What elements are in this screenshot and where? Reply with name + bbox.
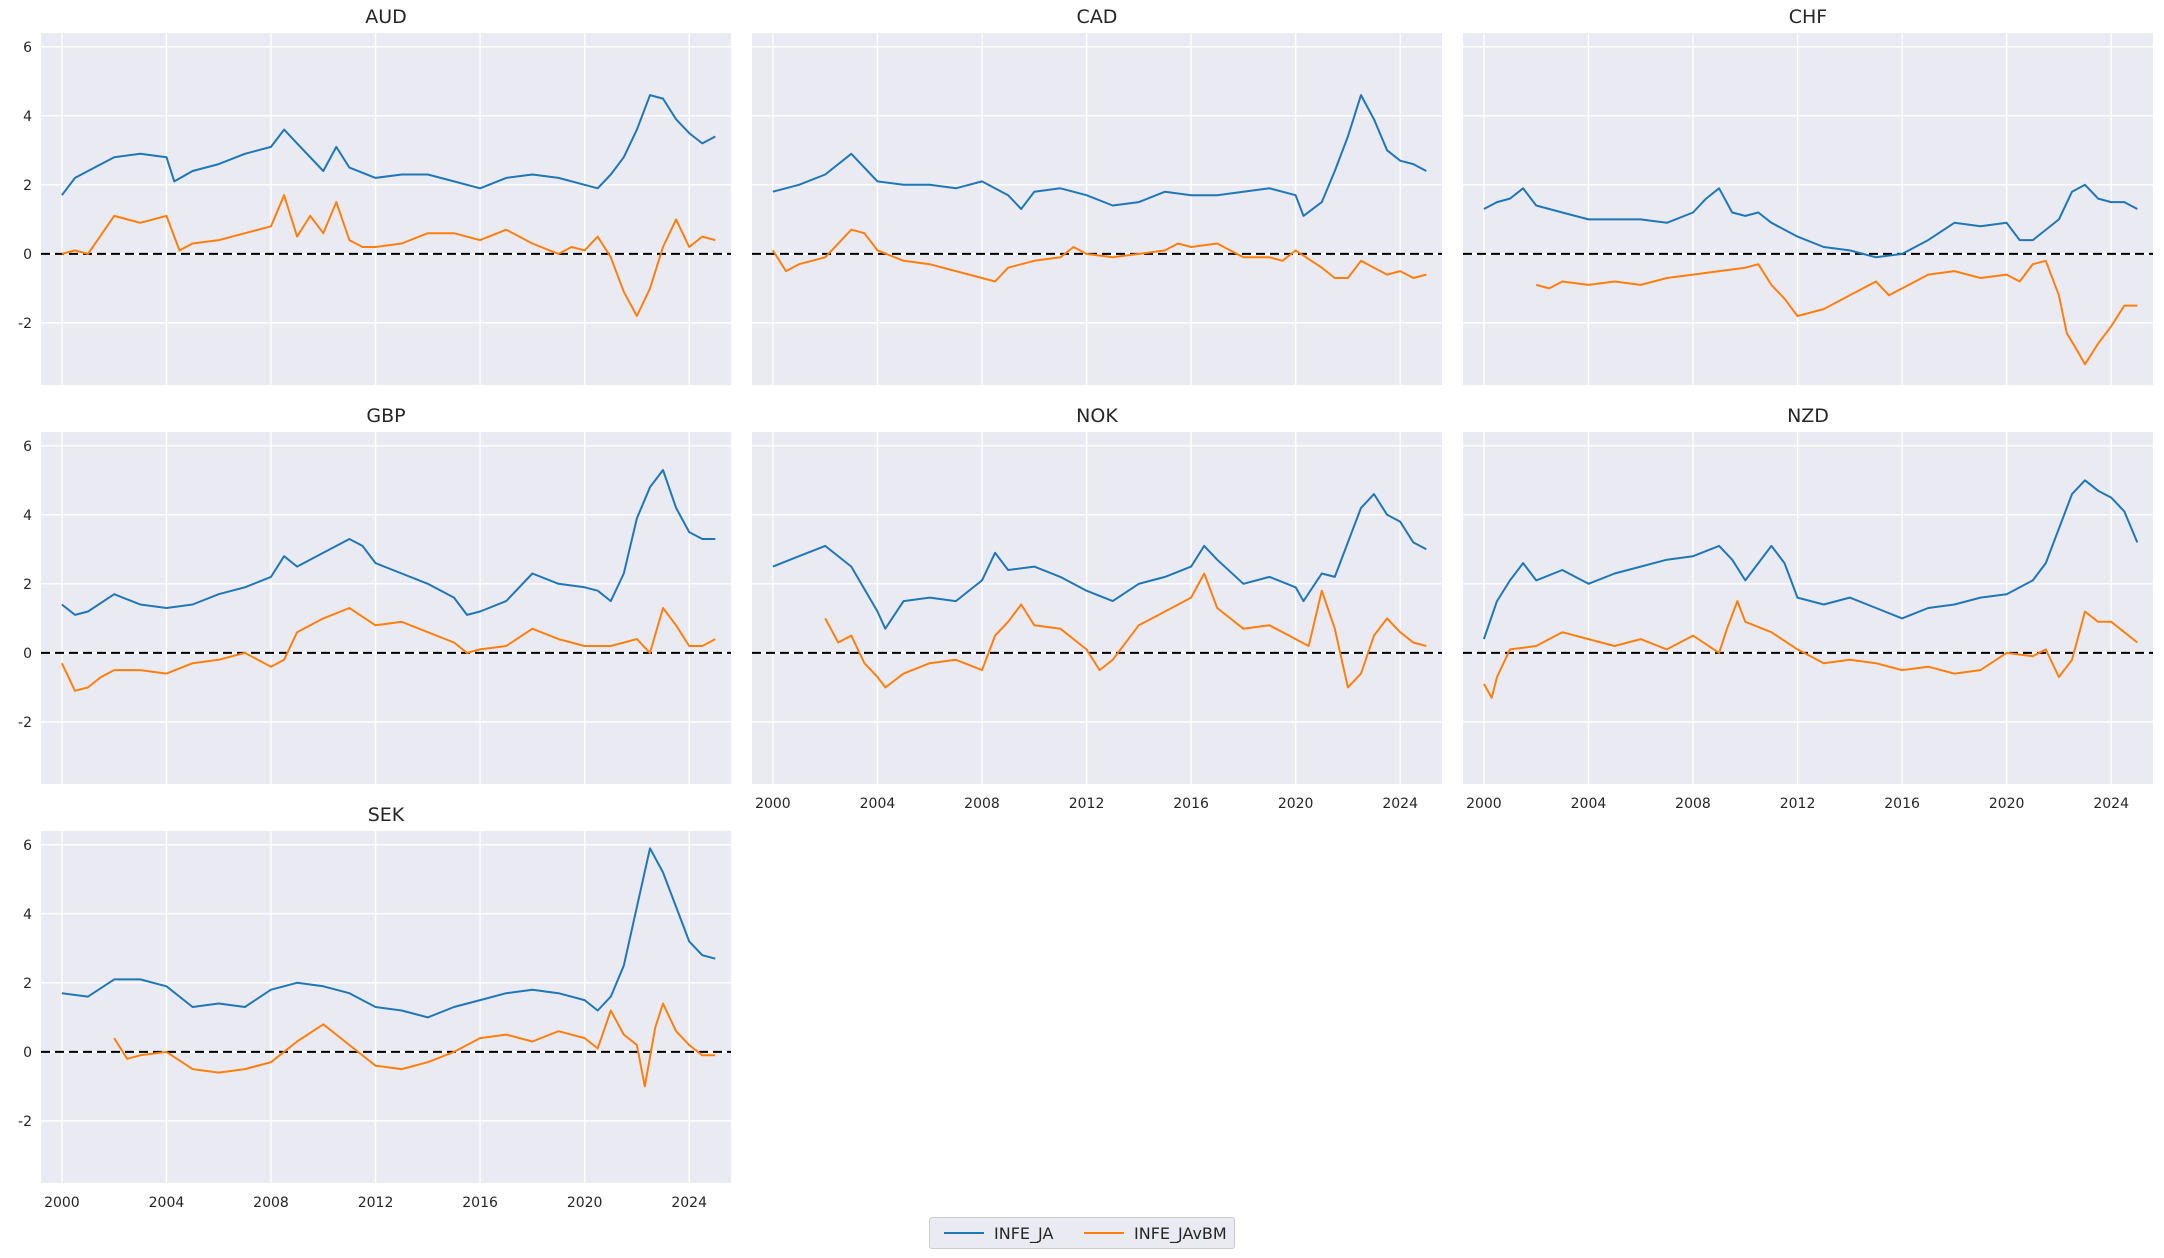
legend-item-infe-ja: INFE_JA (944, 1218, 1053, 1248)
plot-area-gbp (41, 432, 731, 784)
y-tick-label: 2 (23, 577, 32, 593)
y-tick-label: -2 (18, 715, 32, 731)
plot-area-aud (41, 33, 731, 385)
x-tick-label: 2012 (1069, 796, 1105, 812)
series-line-infe-ja (61, 847, 716, 1019)
x-tick-label: 2024 (1382, 796, 1418, 812)
y-tick-label: 6 (23, 40, 32, 56)
y-tick-label: -2 (18, 1114, 32, 1130)
x-tick-label: 2008 (1675, 796, 1711, 812)
legend-label-infe-javbm: INFE_JAvBM (1134, 1223, 1227, 1243)
panel-nok: NOK 2000 2004 2008 2012 2016 2020 2024 (752, 405, 1442, 812)
panel-gbp: GBP -2 0 2 4 6 (18, 405, 731, 784)
x-tick-label: 2020 (1989, 796, 2025, 812)
x-tick-label: 2004 (1571, 796, 1607, 812)
y-tick-label: 0 (23, 1045, 32, 1061)
panel-title-sek: SEK (368, 804, 405, 826)
series-line-infe-ja (772, 94, 1427, 217)
legend-label-infe-ja: INFE_JA (994, 1223, 1054, 1243)
panel-title-nok: NOK (1076, 405, 1118, 427)
panel-title-aud: AUD (365, 6, 407, 28)
x-tick-label: 2024 (671, 1195, 707, 1211)
legend-swatch-infe-javbm (1084, 1232, 1124, 1234)
panel-cad: CAD (752, 6, 1442, 385)
y-tick-label: 4 (23, 907, 32, 923)
legend-swatch-infe-ja (944, 1232, 984, 1234)
panel-title-nzd: NZD (1787, 405, 1829, 427)
x-tick-label: 2000 (1466, 796, 1502, 812)
y-tick-label: 4 (23, 508, 32, 524)
plot-area-sek (41, 831, 731, 1183)
panel-sek: SEK -2 0 2 4 6 2000 2004 2008 2012 2016 2020 2024 (18, 804, 731, 1211)
x-tick-label: 2016 (1173, 796, 1209, 812)
series-line-infe-ja (61, 94, 716, 196)
x-tick-label: 2012 (358, 1195, 394, 1211)
x-tick-label: 2012 (1780, 796, 1816, 812)
y-tick-label: 2 (23, 178, 32, 194)
series-line-infe-javbm (1483, 600, 2138, 699)
x-tick-label: 2008 (253, 1195, 289, 1211)
y-tick-label: 2 (23, 976, 32, 992)
x-tick-label: 2000 (755, 796, 791, 812)
plot-area-nzd (1463, 432, 2153, 784)
x-tick-label: 2004 (149, 1195, 185, 1211)
panel-title-gbp: GBP (366, 405, 405, 427)
y-tick-label: 4 (23, 109, 32, 125)
x-tick-label: 2024 (2093, 796, 2129, 812)
series-line-infe-javbm (113, 1002, 716, 1088)
x-tick-label: 2016 (462, 1195, 498, 1211)
panel-chf: CHF (1463, 6, 2153, 385)
panel-nzd: NZD 2000 2004 2008 2012 2016 2020 2024 (1463, 405, 2153, 812)
x-tick-label: 2008 (964, 796, 1000, 812)
y-tick-label: 6 (23, 838, 32, 854)
plot-area-chf (1463, 33, 2153, 385)
y-tick-label: -2 (18, 316, 32, 332)
series-line-infe-javbm (1535, 259, 2138, 366)
plot-area-nok (752, 432, 1442, 784)
x-tick-label: 2020 (567, 1195, 603, 1211)
x-tick-label: 2000 (44, 1195, 80, 1211)
panel-title-chf: CHF (1789, 6, 1827, 28)
y-tick-label: 0 (23, 247, 32, 263)
series-line-infe-javbm (824, 572, 1427, 689)
series-line-infe-javbm (772, 228, 1427, 283)
series-line-infe-ja (61, 469, 716, 616)
x-tick-label: 2020 (1278, 796, 1314, 812)
series-line-infe-javbm (61, 194, 716, 317)
x-tick-label: 2016 (1884, 796, 1920, 812)
panel-aud: AUD -2 0 2 4 6 (18, 6, 731, 385)
series-line-infe-ja (1483, 183, 2138, 259)
series-line-infe-javbm (60, 607, 716, 692)
series-line-infe-ja (772, 493, 1427, 630)
series-line-infe-ja (1482, 479, 2139, 640)
x-tick-label: 2004 (860, 796, 896, 812)
legend-item-infe-javbm: INFE_JAvBM (1084, 1218, 1227, 1248)
plot-area-cad (752, 33, 1442, 385)
y-tick-label: 6 (23, 439, 32, 455)
panel-title-cad: CAD (1077, 6, 1118, 28)
legend: INFE_JA INFE_JAvBM (929, 1217, 1235, 1249)
y-tick-label: 0 (23, 646, 32, 662)
